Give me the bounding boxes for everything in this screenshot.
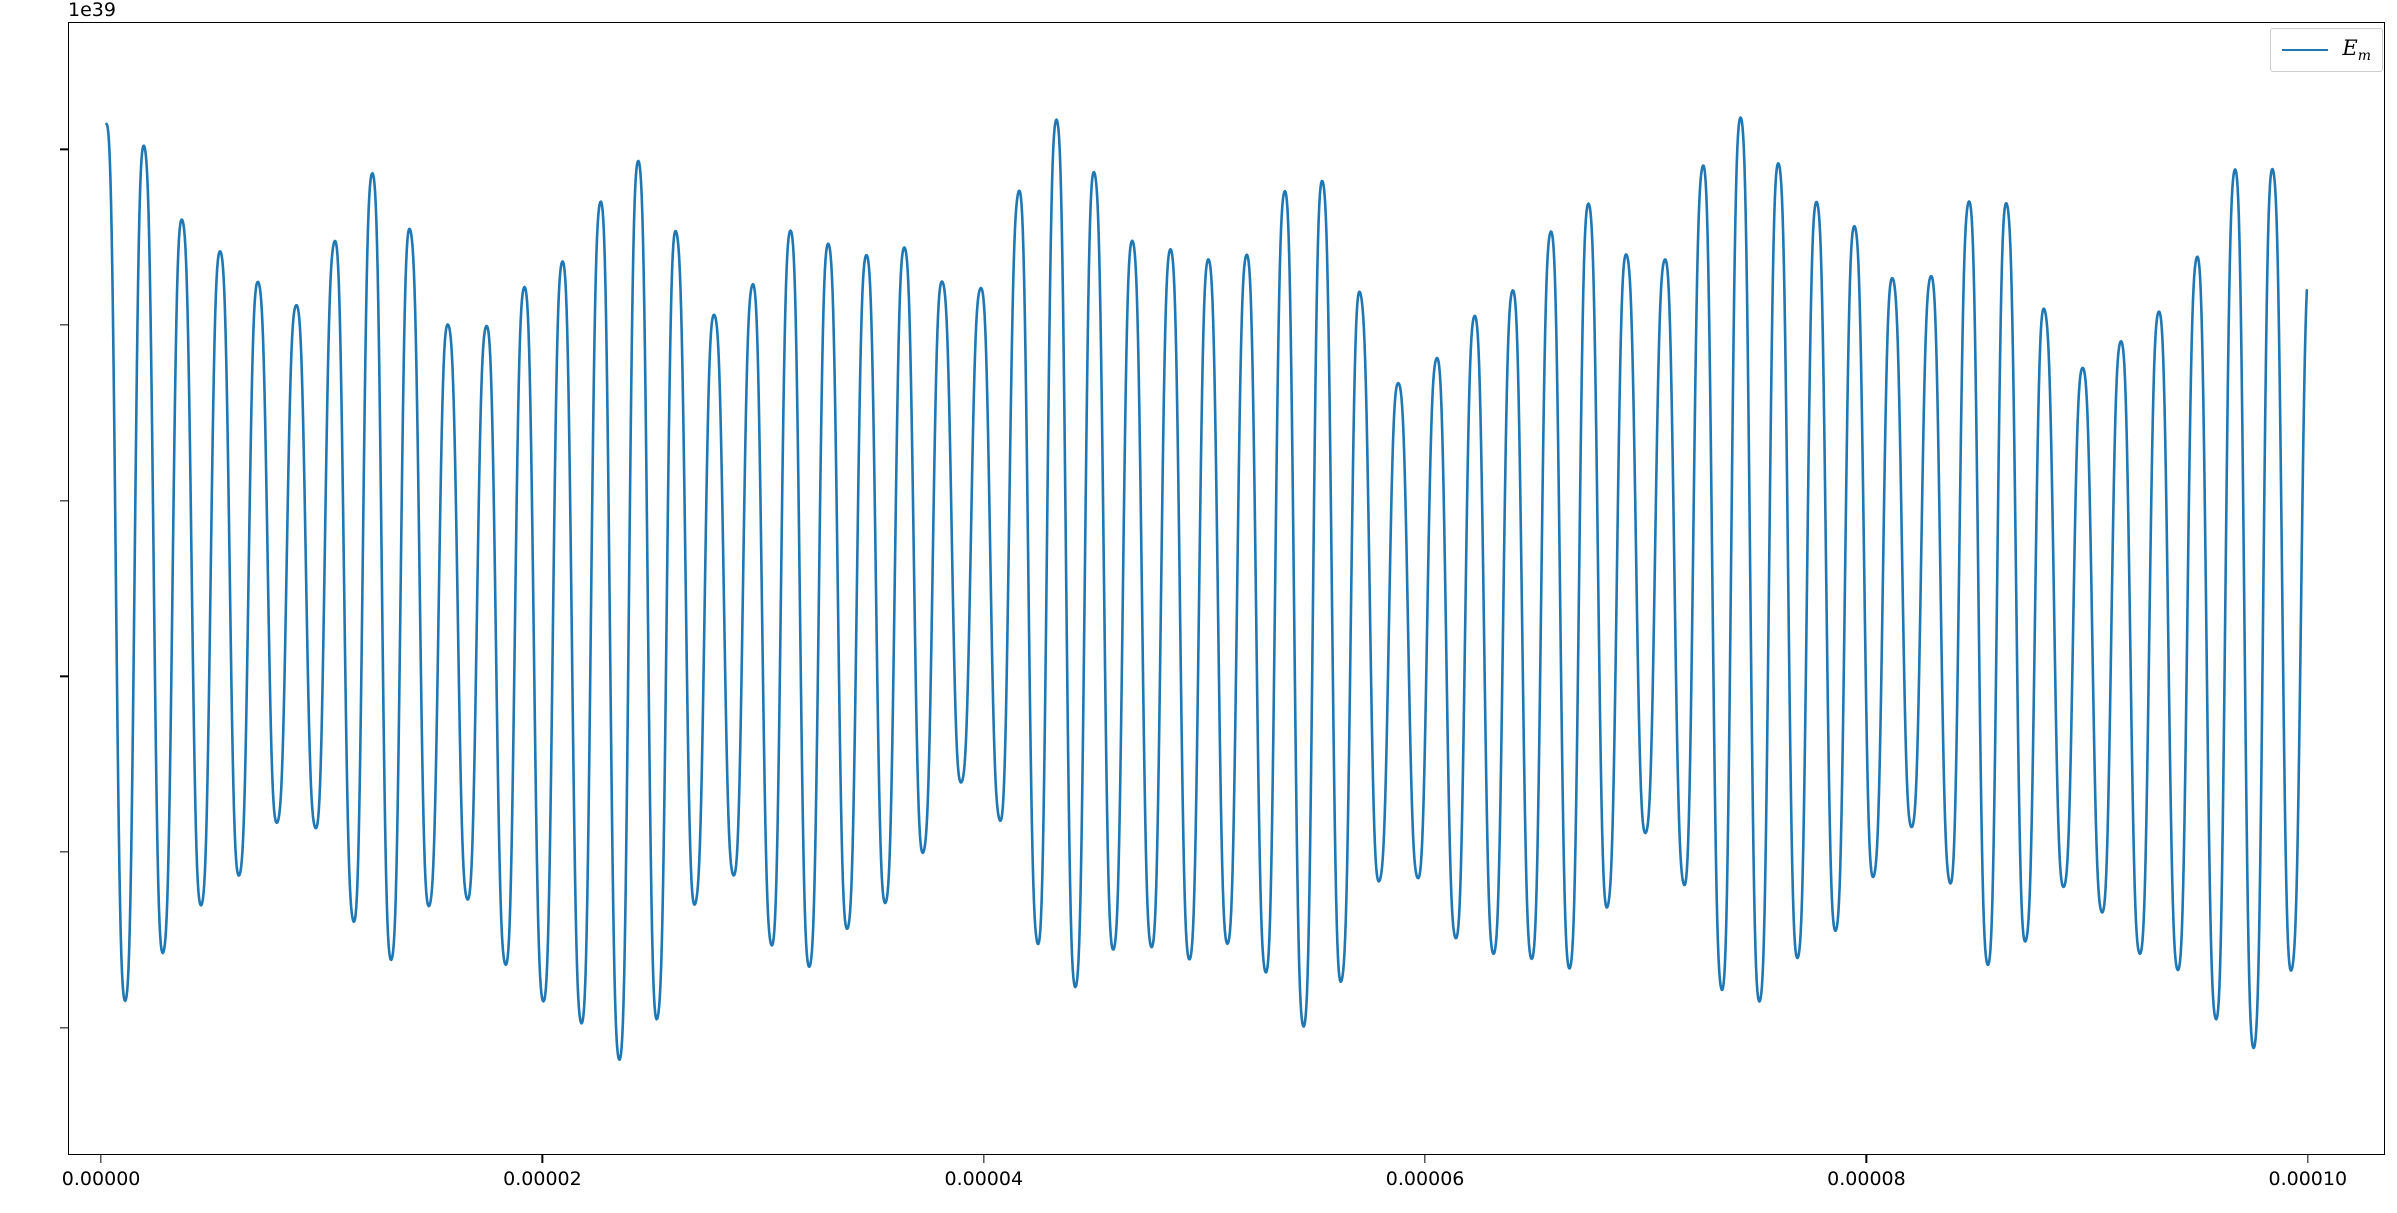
y-tick-mark <box>60 500 68 502</box>
y-tick-mark <box>60 324 68 326</box>
x-tick-mark <box>541 1155 544 1163</box>
legend-line-sample <box>2282 43 2329 57</box>
x-tick-mark <box>983 1155 985 1163</box>
x-tick-label: 0.00010 <box>2268 1168 2348 1190</box>
data-series-line <box>106 118 2306 1060</box>
y-tick-mark <box>60 1026 68 1029</box>
x-tick-label: 0.00006 <box>1385 1168 1465 1190</box>
x-tick-mark <box>1865 1155 1868 1163</box>
y-axis-offset-text: 1e39 <box>68 0 116 21</box>
y-tick-mark <box>60 148 68 150</box>
y-tick-mark <box>60 851 68 853</box>
x-tick-label: 0.00004 <box>944 1168 1024 1190</box>
y-tick-mark <box>60 675 68 677</box>
x-tick-label: 0.00002 <box>503 1168 582 1190</box>
chart-legend[interactable]: Em <box>2270 28 2383 73</box>
plot-axes-area <box>68 22 2385 1155</box>
x-tick-mark <box>100 1155 102 1163</box>
x-tick-mark <box>2307 1155 2309 1163</box>
legend-entry-label: Em <box>2342 36 2371 65</box>
line-plot-svg <box>69 23 2384 1154</box>
x-tick-label: 0.00000 <box>61 1168 141 1190</box>
x-tick-mark <box>1424 1155 1426 1163</box>
x-tick-label: 0.00008 <box>1827 1168 1906 1190</box>
